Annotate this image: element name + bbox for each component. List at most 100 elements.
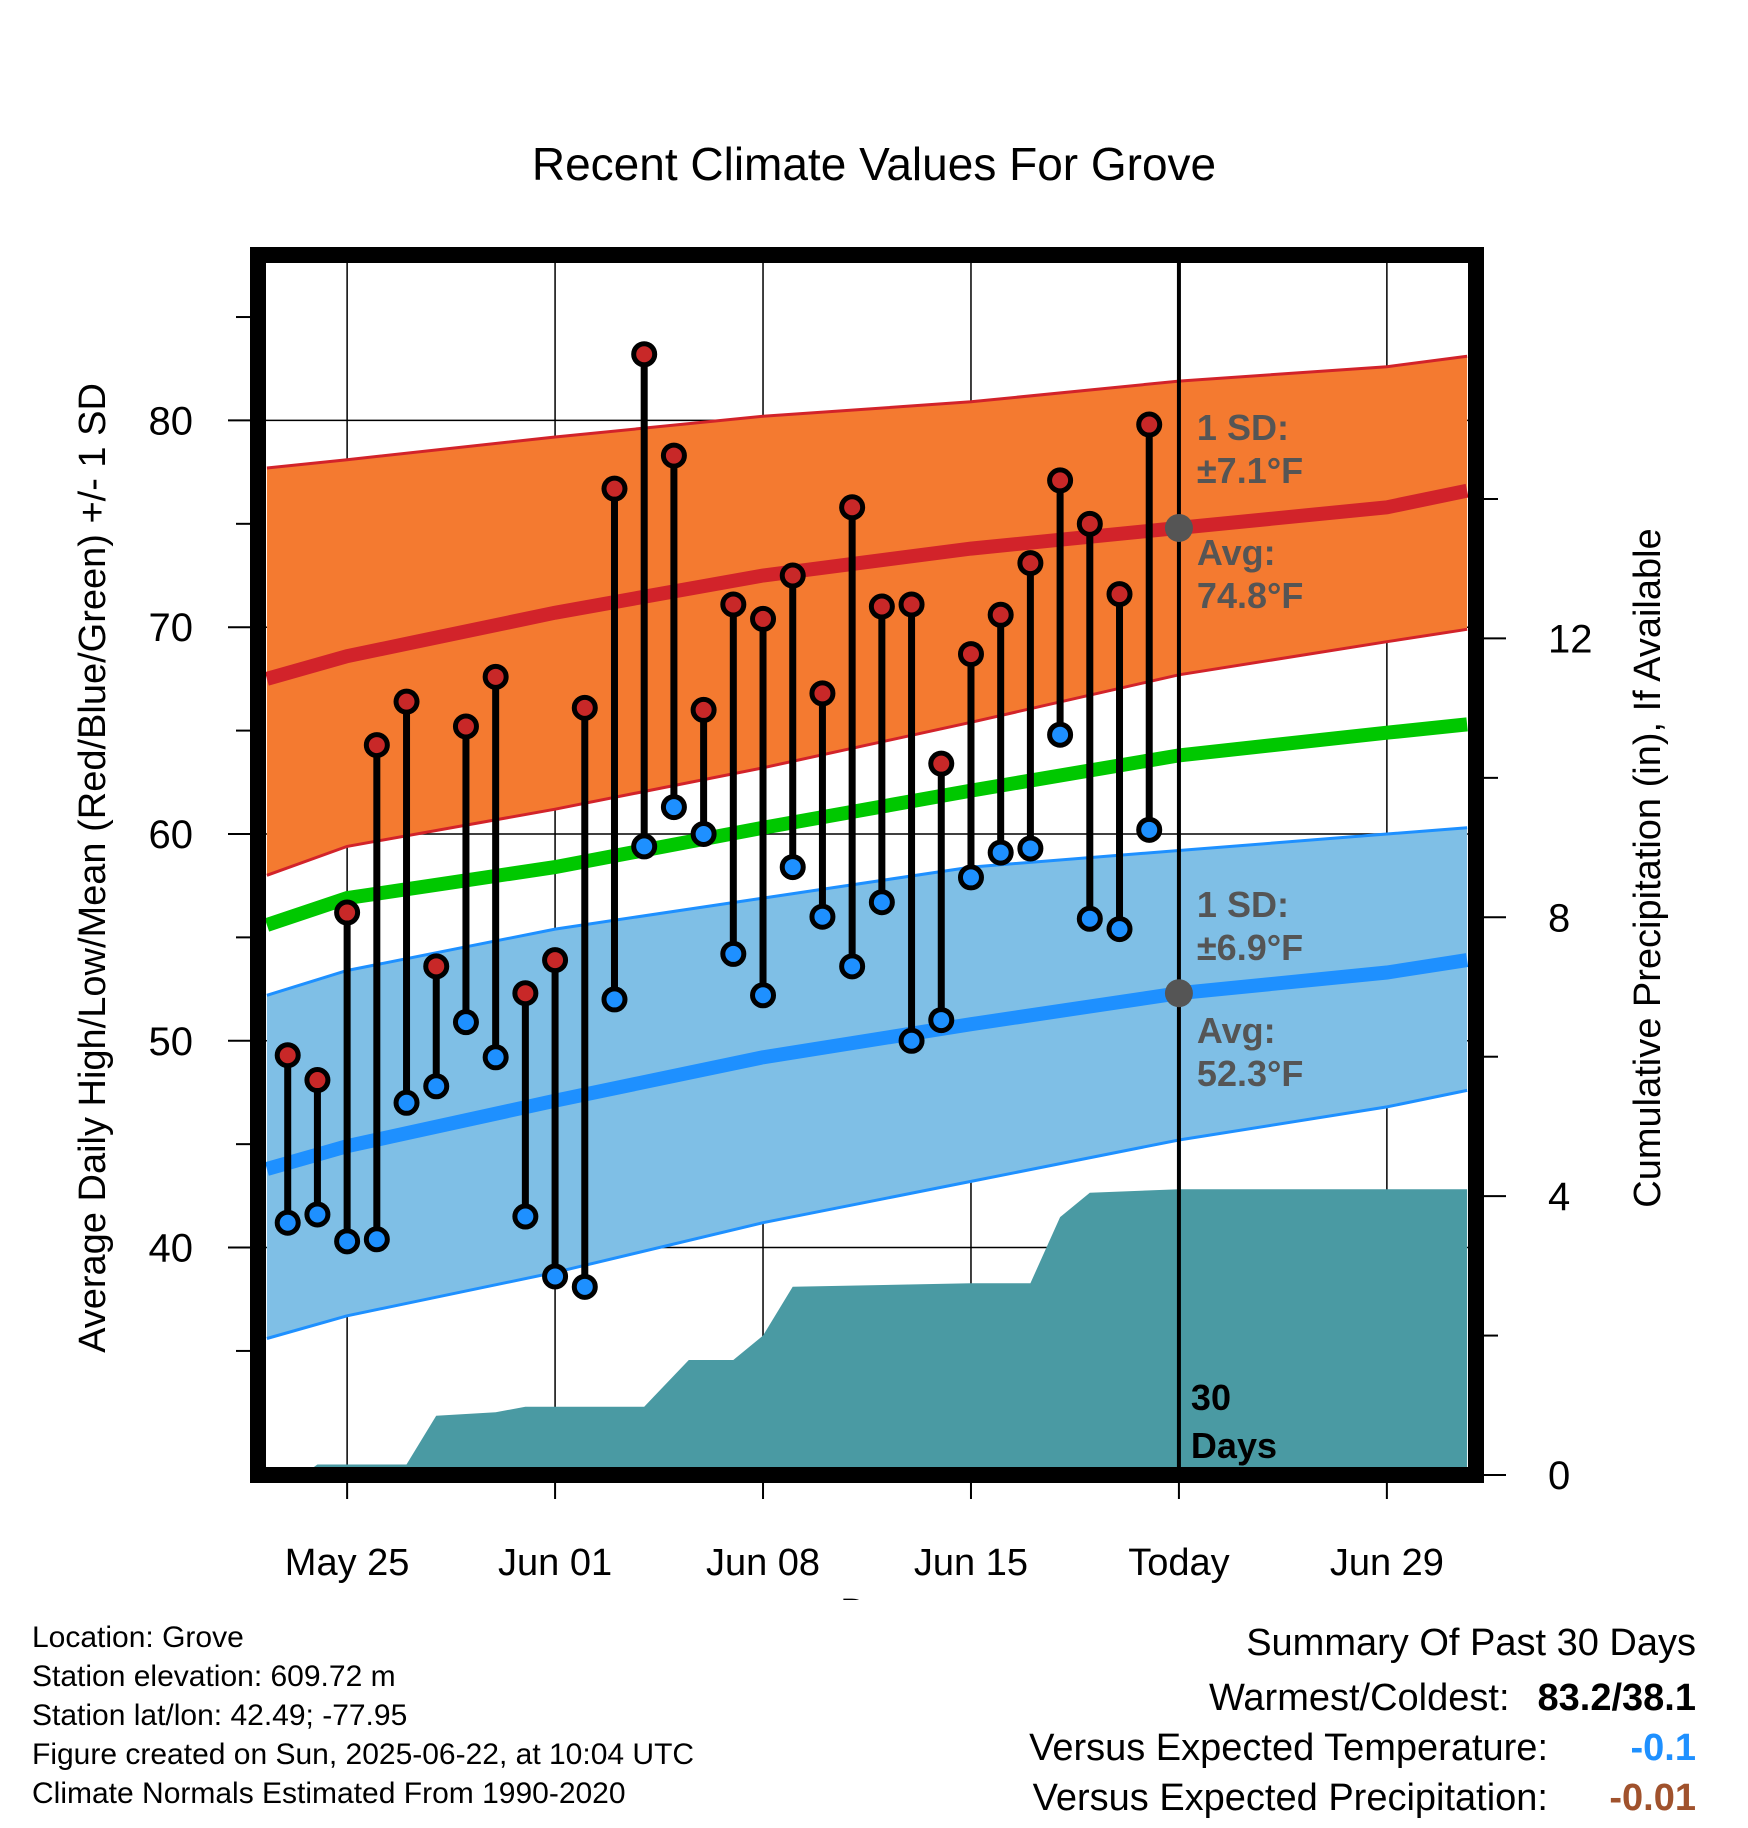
y2-tick-label: 12 (1548, 617, 1593, 661)
obs-low-point (720, 940, 747, 967)
obs-low-point (809, 903, 836, 930)
low-sd-lower-line (266, 1088, 1468, 1340)
y2-axis-label: Cumulative Precipitation (in), If Availa… (1627, 528, 1669, 1207)
elevation-text: Station elevation: 609.72 m (32, 1660, 396, 1693)
low-sd-upper-line (266, 826, 1468, 997)
avg-mean-line (264, 717, 1468, 932)
obs-low-point (423, 1073, 450, 1100)
obs-high-point (304, 1067, 331, 1094)
axes: May 25 Jun 01 Jun 08 Jun 15 Today Jun 29 40 50 6… (149, 247, 1593, 1584)
y-tick-label: 70 (149, 606, 194, 650)
obs-high-point (839, 494, 866, 521)
y-tick-label: 80 (149, 399, 194, 443)
y-axis-label: Average Daily High/Low/Mean (Red/Blue/Gr… (72, 383, 114, 1353)
y2-tick-label: 0 (1548, 1454, 1570, 1498)
avg-high-line (264, 483, 1469, 686)
today-days-count: 30 (1191, 1377, 1231, 1418)
low-avg-annotation-label: Avg: (1197, 1010, 1276, 1051)
obs-high-point (452, 713, 479, 740)
obs-low-point (482, 1044, 509, 1071)
y-tick-label: 40 (149, 1227, 194, 1271)
precip-area (266, 1189, 1468, 1475)
obs-low-point (660, 794, 687, 821)
normal-lines (264, 354, 1469, 1340)
x-tick-label: Today (1128, 1542, 1229, 1584)
obs-high-point (393, 688, 420, 715)
obs-low-point (928, 1007, 955, 1034)
obs-low-point (393, 1089, 420, 1116)
temp-value: -0.1 (1630, 1727, 1696, 1769)
warm-cold-value: 83.2/38.1 (1537, 1677, 1696, 1719)
obs-high-point (779, 562, 806, 589)
observed-series (274, 341, 1163, 1300)
y-tick-label: 50 (149, 1020, 194, 1064)
summary-temp: Versus Expected Temperature: -0.1 (1029, 1727, 1696, 1777)
summary-title: Summary Of Past 30 Days (1246, 1622, 1696, 1664)
obs-high-point (868, 593, 895, 620)
obs-low-point (274, 1209, 301, 1236)
today-high-normal-dot (1164, 513, 1193, 542)
obs-low-point (601, 986, 628, 1013)
x-tick-label: May 25 (285, 1542, 410, 1584)
obs-low-point (1047, 721, 1074, 748)
climate-chart: Recent Climate Values For Grove Average … (72, 138, 1669, 1600)
obs-high-point (987, 601, 1014, 628)
obs-low-point (542, 1263, 569, 1290)
obs-low-point (1136, 816, 1163, 843)
obs-low-point (452, 1009, 479, 1036)
obs-high-point (423, 953, 450, 980)
obs-low-point (839, 953, 866, 980)
summary-precip: Versus Expected Precipitation: -0.01 (1029, 1777, 1696, 1827)
today-marker: 30 Days (1164, 255, 1277, 1475)
obs-low-point (304, 1201, 331, 1228)
obs-low-point (750, 982, 777, 1009)
temp-label: Versus Expected Temperature: (1029, 1727, 1548, 1769)
high-sd-band (266, 356, 1468, 876)
high-sd-annotation-value: ±7.1°F (1197, 450, 1303, 491)
obs-high-point (334, 899, 361, 926)
x-tick-label: Jun 08 (706, 1542, 820, 1584)
obs-low-point (1106, 916, 1133, 943)
obs-high-point (274, 1042, 301, 1069)
obs-low-point (334, 1228, 361, 1255)
obs-high-point (898, 591, 925, 618)
chart-title: Recent Climate Values For Grove (532, 138, 1216, 190)
obs-high-point (1106, 581, 1133, 608)
low-sd-annotation-label: 1 SD: (1197, 884, 1289, 925)
low-avg-annotation-value: 52.3°F (1197, 1053, 1303, 1094)
precip-value: -0.01 (1609, 1777, 1696, 1819)
obs-high-point (809, 680, 836, 707)
obs-high-point (957, 641, 984, 668)
x-axis-label: Day (840, 1592, 908, 1600)
obs-low-point (868, 889, 895, 916)
x-tick-label: Jun 15 (914, 1542, 1028, 1584)
high-sd-upper-line (266, 354, 1468, 470)
created-text: Figure created on Sun, 2025-06-22, at 10… (32, 1738, 695, 1771)
latlon-text: Station lat/lon: 42.49; -77.95 (32, 1699, 408, 1732)
today-days-label: Days (1191, 1425, 1277, 1466)
obs-high-point (482, 663, 509, 690)
x-tick-label: Jun 29 (1330, 1542, 1444, 1584)
location-text: Location: Grove (32, 1621, 244, 1654)
obs-low-point (987, 839, 1014, 866)
obs-low-point (898, 1027, 925, 1054)
precip-label: Versus Expected Precipitation: (1032, 1777, 1548, 1819)
obs-low-point (1017, 835, 1044, 862)
obs-high-point (571, 694, 598, 721)
today-low-normal-dot (1164, 979, 1193, 1008)
obs-high-point (1017, 550, 1044, 577)
obs-low-point (512, 1203, 539, 1230)
obs-high-point (750, 605, 777, 632)
high-avg-annotation-label: Avg: (1197, 532, 1276, 573)
obs-high-point (720, 591, 747, 618)
obs-high-point (1136, 411, 1163, 438)
station-info: Location: Grove Station elevation: 609.7… (32, 1618, 694, 1813)
obs-low-point (957, 864, 984, 891)
obs-low-point (1076, 905, 1103, 932)
obs-high-point (1076, 510, 1103, 537)
low-sd-annotation-value: ±6.9°F (1197, 927, 1303, 968)
y-tick-label: 60 (149, 813, 194, 857)
x-tick-label: Jun 01 (498, 1542, 612, 1584)
high-sd-annotation-label: 1 SD: (1197, 407, 1289, 448)
